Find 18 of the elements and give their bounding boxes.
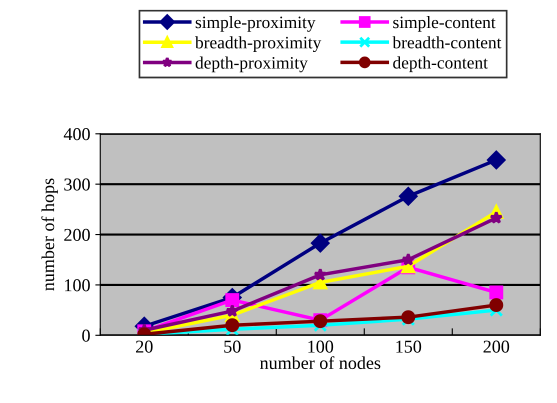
- y-axis-title: number of hops: [41, 178, 58, 291]
- legend-label: simple-content: [393, 16, 496, 32]
- x-axis-title: number of nodes: [260, 356, 380, 370]
- y-tick-label: 0: [82, 330, 90, 342]
- legend-label: breadth-proximity: [195, 36, 322, 52]
- legend-label: simple-proximity: [196, 16, 316, 32]
- legend-label: breadth-content: [392, 36, 502, 48]
- y-tick-label: 200: [64, 228, 90, 241]
- x-tick-label: 20: [136, 340, 153, 353]
- x-tick-label: 100: [308, 340, 334, 353]
- y-tick-label: 100: [65, 279, 90, 292]
- x-tick-label: 150: [396, 340, 422, 353]
- x-tick-label: 50: [224, 340, 241, 353]
- legend-label: depth-content: [393, 56, 488, 72]
- legend-label: depth-proximity: [196, 56, 308, 72]
- y-tick-label: 400: [64, 128, 90, 140]
- y-tick-label: 300: [64, 178, 90, 191]
- x-tick-label: 200: [484, 340, 510, 353]
